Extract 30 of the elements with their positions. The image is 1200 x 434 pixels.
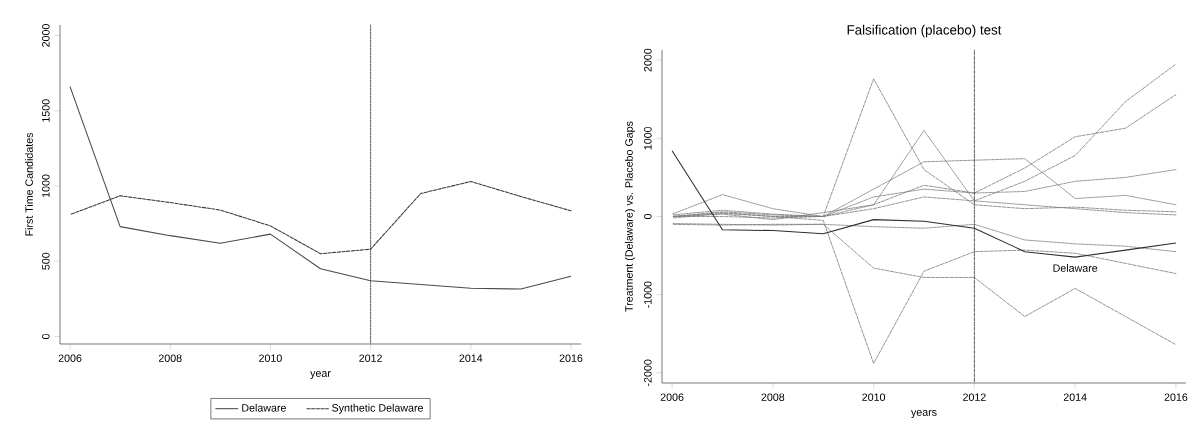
x-tick-label: 2008 [761,393,785,401]
y-tick-label: 0 [644,213,652,220]
x-tick-label: 2016 [1164,393,1188,401]
x-tick-label: 2012 [359,354,382,362]
series-label: Delaware [1053,264,1098,272]
x-tick-label: 2014 [459,354,483,362]
x-tick-label: 2010 [862,393,886,401]
y-tick-label: -2000 [644,359,652,386]
x-tick-label: 2006 [58,354,82,362]
y-tick-label: 1000 [644,126,652,150]
x-tick-label: 2014 [1063,393,1087,401]
y-axis-title: Treatment (Delaware) vs. Placebo Gaps [624,121,635,312]
chart-title: Falsification (placebo) test [847,24,1002,38]
y-axis-title: First Time Candidates [25,132,33,236]
y-tick-label: 500 [42,252,50,270]
x-tick-label: 2016 [559,354,583,362]
x-tick-label: 2012 [963,393,986,401]
y-tick-label: -1000 [644,281,652,308]
y-tick-label: 2000 [42,24,50,47]
x-axis-title: year [310,371,331,380]
legend-label: Delaware [242,403,286,412]
y-tick-label: 1500 [42,99,50,122]
x-tick-label: 2010 [259,354,282,362]
x-tick-label: 2008 [158,354,182,362]
x-axis-title: years [910,410,937,419]
y-tick-label: 2000 [644,48,652,72]
legend-label: Synthetic Delaware [332,403,423,414]
x-tick-label: 2006 [660,393,684,401]
y-tick-label: 1000 [42,174,50,198]
y-tick-label: 0 [42,333,50,340]
